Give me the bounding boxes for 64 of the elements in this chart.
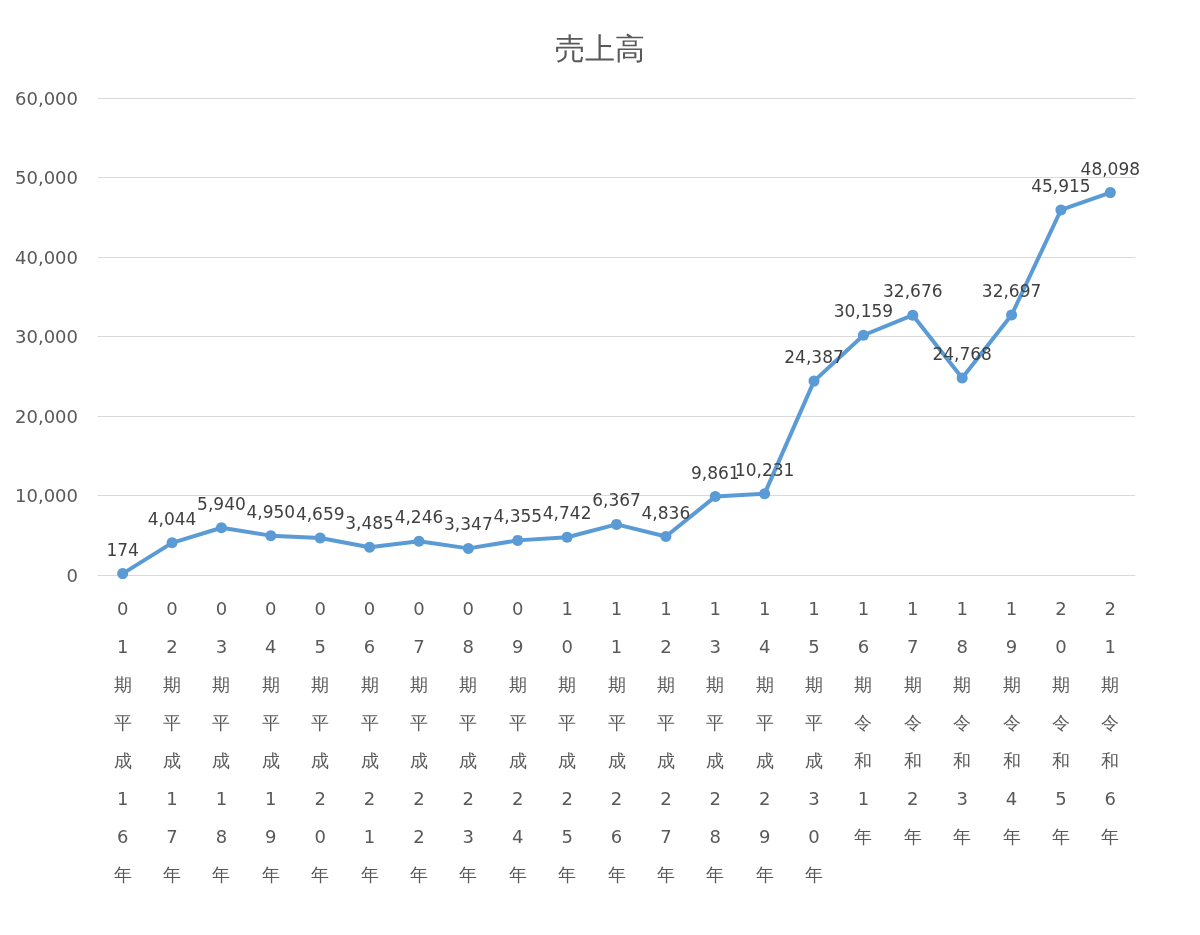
x-tick-label: 17期令和2年 — [902, 597, 923, 849]
point — [709, 491, 721, 503]
x-tick-label: 13期平成28年 — [705, 597, 726, 887]
x-tick-label: 05期平成20年 — [310, 597, 331, 887]
point — [314, 532, 326, 544]
point — [1055, 204, 1067, 216]
data-label: 5,940 — [197, 493, 246, 514]
point — [857, 329, 869, 341]
data-label: 6,367 — [592, 490, 641, 511]
x-tick-label: 07期平成22年 — [408, 597, 429, 887]
point — [1104, 187, 1116, 199]
point — [611, 518, 622, 530]
point — [166, 537, 178, 549]
point — [117, 568, 129, 580]
y-tick-label: 0 — [66, 564, 78, 586]
point — [759, 488, 771, 500]
y-tick-label: 10,000 — [15, 485, 78, 506]
x-tick-label: 04期平成19年 — [260, 597, 281, 887]
x-tick-label: 03期平成18年 — [211, 597, 232, 887]
point — [660, 531, 672, 543]
point — [956, 372, 968, 384]
x-tick-label: 06期平成21年 — [359, 597, 380, 887]
point — [808, 375, 820, 387]
x-tick-label: 01期平成16年 — [112, 597, 133, 887]
data-label: 4,950 — [246, 501, 296, 522]
x-tick-label: 08期平成23年 — [458, 597, 479, 887]
x-tick-label: 15期平成30年 — [804, 597, 824, 887]
x-tick-label: 09期平成24年 — [507, 597, 528, 887]
data-label: 4,355 — [493, 506, 543, 527]
data-label: 174 — [106, 539, 139, 560]
point — [462, 542, 474, 554]
x-tick-label: 11期平成26年 — [606, 597, 627, 887]
data-label: 4,836 — [641, 502, 691, 523]
data-label: 4,246 — [394, 507, 444, 528]
x-tick-label: 12期平成27年 — [655, 597, 676, 887]
y-tick-label: 40,000 — [15, 246, 78, 268]
x-tick-label: 19期令和4年 — [1001, 597, 1022, 849]
x-tick-label: 10期平成25年 — [557, 597, 578, 887]
data-label: 3,347 — [444, 514, 493, 535]
data-label: 30,159 — [833, 301, 894, 322]
point — [561, 531, 573, 543]
point — [413, 535, 425, 547]
x-tick-label: 21期令和6年 — [1100, 597, 1121, 849]
y-tick-label: 60,000 — [15, 87, 78, 109]
point — [907, 309, 919, 321]
point — [512, 534, 524, 546]
x-tick-label: 18期令和3年 — [952, 597, 973, 849]
y-tick-label: 50,000 — [15, 167, 78, 188]
x-tick-label: 02期平成17年 — [162, 597, 183, 887]
x-tick-label: 20期令和5年 — [1050, 597, 1071, 849]
x-tick-label: 16期令和1年 — [853, 597, 874, 849]
point — [1006, 309, 1018, 321]
point — [364, 541, 376, 553]
data-label: 4,659 — [295, 503, 345, 524]
y-tick-label: 30,000 — [15, 326, 78, 347]
data-label: 4,742 — [542, 503, 592, 524]
chart-title: 売上高 — [555, 30, 645, 66]
point — [215, 522, 227, 534]
data-label: 4,044 — [147, 508, 197, 529]
x-tick-label: 14期平成29年 — [754, 597, 775, 887]
data-label: 3,485 — [345, 513, 394, 534]
point — [265, 530, 277, 542]
y-tick-label: 20,000 — [15, 405, 78, 427]
data-label: 32,676 — [883, 281, 943, 302]
